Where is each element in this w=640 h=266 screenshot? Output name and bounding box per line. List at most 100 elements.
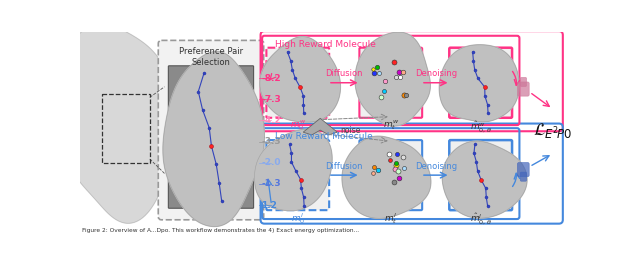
Text: -3.3: -3.3: [261, 137, 281, 146]
Point: [385, 157, 396, 162]
Text: $m_0^w$: $m_0^w$: [289, 119, 306, 132]
Text: $m_0^l$: $m_0^l$: [291, 211, 305, 226]
Point: [216, 199, 227, 203]
Point: [476, 177, 486, 182]
Point: [287, 68, 298, 72]
Point: [398, 70, 408, 74]
Text: Diffusion: Diffusion: [326, 161, 363, 171]
FancyBboxPatch shape: [158, 40, 264, 220]
Point: [374, 71, 384, 75]
Text: Preference Pair
Selection: Preference Pair Selection: [179, 47, 243, 67]
Polygon shape: [260, 37, 340, 122]
Point: [388, 60, 399, 64]
Point: [204, 126, 214, 130]
Point: [395, 75, 405, 79]
FancyBboxPatch shape: [360, 48, 422, 118]
Text: noise: noise: [340, 126, 361, 135]
Point: [378, 88, 388, 93]
Point: [473, 76, 483, 81]
Point: [483, 204, 493, 208]
Text: -2.0: -2.0: [261, 158, 281, 167]
Text: Figure 2: Overview of A...Dpo. This workflow demonstrates the 4) Exact energy op: Figure 2: Overview of A...Dpo. This work…: [83, 228, 360, 233]
Text: Denoising: Denoising: [415, 161, 457, 171]
Point: [206, 144, 216, 148]
Point: [369, 70, 380, 75]
Text: -7.3: -7.3: [261, 95, 281, 104]
Polygon shape: [163, 52, 264, 226]
Point: [372, 65, 383, 70]
Point: [468, 50, 478, 54]
Point: [295, 85, 305, 89]
Point: [295, 85, 305, 89]
Point: [298, 195, 308, 199]
Point: [481, 195, 492, 199]
Point: [388, 180, 399, 184]
Point: [285, 59, 296, 63]
Point: [298, 102, 308, 107]
Point: [380, 79, 390, 83]
Point: [373, 168, 383, 172]
Point: [481, 186, 491, 190]
Point: [298, 94, 308, 98]
Point: [398, 155, 408, 159]
Point: [480, 94, 490, 98]
Point: [291, 169, 301, 173]
Text: High Reward Molecule: High Reward Molecule: [275, 40, 376, 49]
Point: [394, 169, 404, 174]
Point: [286, 160, 296, 164]
FancyBboxPatch shape: [520, 77, 527, 86]
Point: [483, 102, 493, 107]
Text: Diffusion: Diffusion: [326, 69, 363, 78]
Text: $\mathcal{L}_{E^2\!P0}$: $\mathcal{L}_{E^2\!P0}$: [533, 121, 572, 140]
FancyBboxPatch shape: [520, 172, 527, 181]
Point: [383, 152, 394, 156]
FancyBboxPatch shape: [266, 140, 329, 210]
Point: [391, 75, 401, 80]
Bar: [102, 94, 150, 163]
Point: [296, 177, 306, 182]
Point: [197, 107, 207, 112]
Text: $\hat{m}_{0,\theta}^w$: $\hat{m}_{0,\theta}^w$: [470, 119, 492, 134]
Point: [206, 144, 216, 148]
Point: [296, 186, 307, 190]
FancyBboxPatch shape: [517, 163, 529, 177]
FancyBboxPatch shape: [449, 140, 512, 210]
Point: [211, 162, 221, 167]
FancyBboxPatch shape: [360, 140, 422, 210]
Point: [470, 68, 480, 72]
Point: [471, 160, 481, 164]
Point: [286, 151, 296, 155]
Point: [389, 167, 399, 171]
Point: [285, 142, 295, 147]
Point: [472, 169, 483, 173]
Text: -1.3: -1.3: [261, 180, 281, 189]
Text: -8.2: -8.2: [261, 74, 281, 83]
FancyBboxPatch shape: [168, 66, 253, 208]
Text: $m_t^l$: $m_t^l$: [384, 211, 397, 226]
FancyBboxPatch shape: [266, 48, 329, 118]
Point: [193, 89, 204, 94]
Point: [394, 70, 404, 74]
Text: Denoising: Denoising: [415, 69, 457, 78]
Polygon shape: [442, 141, 527, 218]
Point: [214, 180, 224, 185]
Point: [470, 142, 480, 147]
Text: Low Reward Molecule: Low Reward Molecule: [275, 132, 373, 141]
Point: [199, 71, 209, 76]
Text: 1.2: 1.2: [261, 201, 277, 210]
Point: [394, 176, 404, 180]
Point: [290, 76, 300, 81]
Text: $\hat{m}_{0,\theta}^l$: $\hat{m}_{0,\theta}^l$: [470, 211, 492, 226]
Point: [399, 93, 409, 97]
Point: [296, 177, 306, 182]
Polygon shape: [303, 118, 337, 135]
Point: [468, 59, 479, 63]
Point: [479, 85, 490, 89]
FancyBboxPatch shape: [517, 82, 529, 96]
Polygon shape: [342, 136, 431, 218]
FancyBboxPatch shape: [449, 48, 512, 118]
Point: [369, 165, 380, 169]
Point: [401, 93, 411, 97]
Text: $m_t^w$: $m_t^w$: [383, 119, 399, 132]
Point: [368, 67, 378, 71]
